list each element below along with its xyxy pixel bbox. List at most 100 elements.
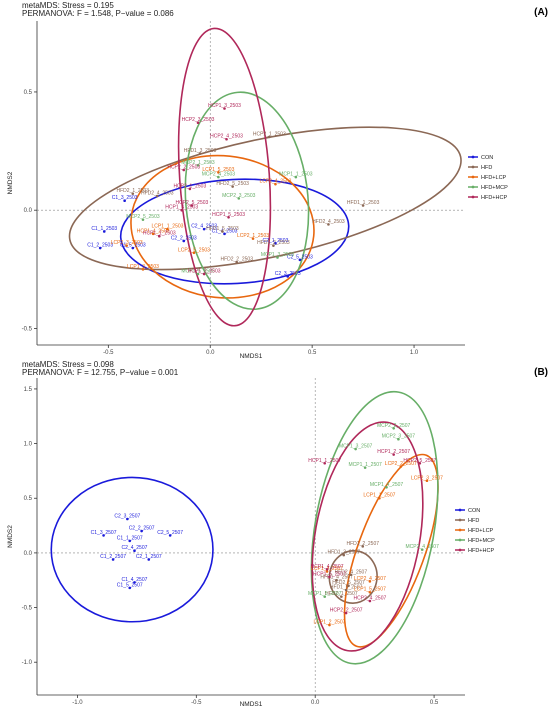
point-label: C1_1_2503 [91,226,117,232]
data-point [342,553,346,557]
point-label: HFD2_1_2503 [117,188,150,194]
point-label: HCP1_4_2503 [137,228,170,234]
legend-label: HFD+LCP [481,175,507,181]
data-point [272,244,275,247]
legend-label: CON [468,508,480,514]
data-point [221,230,224,233]
point-label: HFD1_4_2507 [320,575,353,581]
x-axis-label: NMDS1 [240,353,263,360]
data-point [392,426,395,430]
point-label: C2_1_2507 [136,554,162,560]
x-tick-label: 0.0 [311,700,320,706]
legend-marker [471,155,475,159]
point-label: MCP1_3_2503 [261,252,295,258]
data-point [344,588,348,592]
point-label: C1_3_2507 [91,530,117,536]
point-label: MCP2_3_2507 [382,434,416,440]
point-label: LCP2_4_2507 [354,576,386,582]
data-point [298,258,302,262]
point-label: LCP2_3_2503 [111,240,143,246]
point-label: C1_5_2507 [117,582,143,588]
data-point [349,573,353,577]
data-point [155,194,159,198]
data-point [223,232,226,236]
data-point [196,272,200,276]
point-label: HCP2_1_2503 [253,131,286,137]
data-point [323,461,327,465]
x-tick-label: -1.0 [72,700,83,706]
point-label: HFD2_4_2503 [312,219,345,225]
point-label: LCP1_5_2503 [202,167,234,173]
point-label: LCP2_4_2503 [259,179,291,185]
data-point [378,496,381,500]
data-point [274,182,277,186]
data-point [140,529,143,533]
point-label: LCP1_2_2507 [313,620,345,626]
point-label: HCP1_5_2503 [212,212,245,218]
point-label: MCP1_5_2503 [181,269,215,275]
data-point [217,171,220,174]
data-point [354,447,357,451]
point-label: HFD2_2_2503 [220,257,253,263]
point-label: LCP1_5_2507 [354,587,386,593]
data-point [182,168,186,172]
legend-marker [458,528,462,532]
y-tick-label: 0.0 [24,208,33,214]
data-point [196,121,200,124]
data-point [361,545,365,548]
point-label: LCP2_5_2503 [178,247,210,253]
data-point [385,486,388,489]
confidence-ellipse [50,476,214,623]
data-point [188,187,192,191]
data-point [363,466,367,469]
point-label: MCP1_1_2503 [279,172,313,178]
legend-marker [458,518,462,522]
legend-marker [471,185,475,189]
data-point [344,611,348,615]
legend-marker [458,508,462,512]
data-point [225,137,228,141]
point-label: C2_1_2503 [263,238,289,244]
point-label: HFD2_5_2503 [216,181,249,187]
legend-marker [471,165,475,169]
confidence-ellipse [130,154,315,299]
point-label: HCP2_4_2503 [210,134,243,140]
legend-label: HFD [481,165,492,171]
data-point [425,479,429,483]
x-tick-label: 0.5 [430,700,439,706]
data-point [323,595,327,598]
data-point [102,230,106,233]
point-label: HCP1_3_2503 [208,103,241,109]
y-tick-label: 1.5 [24,387,33,393]
data-point [368,590,372,594]
confidence-ellipse [119,178,350,285]
legend-label: HFD+LCP [468,528,494,534]
point-label: MCP1_3_2507 [339,444,373,450]
point-label: HFD2_5_2507 [332,580,365,586]
x-tick-label: -0.5 [103,350,114,356]
point-label: C1_2_2503 [87,243,113,249]
data-point [227,215,230,219]
data-point [168,534,172,537]
data-point [328,575,331,579]
point-label: MCP1_4_2507 [370,482,404,488]
point-label: LCP1_1_2507 [363,493,395,499]
confidence-ellipse [177,27,272,327]
data-point [399,465,403,468]
data-point [192,251,196,255]
data-point [141,218,145,221]
point-label: LCP1_3_2503 [127,264,159,270]
point-label: HFD2_4_2507 [335,569,368,575]
data-point [166,227,169,231]
data-point [133,581,136,584]
point-label: HFD1_3_2507 [327,550,360,556]
point-label: LCP1_1_2503 [151,224,183,230]
point-label: MCP1_5_2507 [308,591,342,597]
point-label: HCP2_2_2507 [330,608,363,614]
point-label: HFD1_1_2503 [347,200,380,206]
y-tick-label: -1.0 [22,660,33,666]
point-label: C1_4_2503 [212,228,238,234]
data-point [223,107,226,110]
data-point [268,135,271,139]
